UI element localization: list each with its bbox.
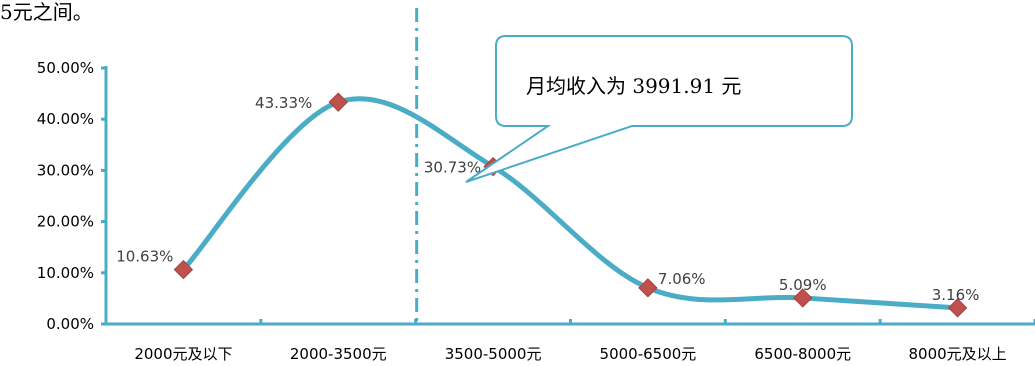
y-tick-label: 30.00% [37, 161, 94, 179]
data-point-marker [173, 259, 194, 280]
data-point-marker [947, 298, 968, 318]
x-tick-label: 2000元及以下 [134, 345, 232, 363]
data-point-marker [328, 92, 348, 112]
y-tick-label: 50.00% [37, 59, 94, 77]
data-point-marker [793, 288, 813, 308]
y-axis: 0.00% 10.00% 20.00% 30.00% 40.00% 50.00% [37, 59, 108, 333]
data-label: 30.73% [424, 159, 481, 177]
x-axis: 2000元及以下 2000-3500元 3500-5000元 5000-6500元 65… [104, 319, 1035, 363]
data-label: 3.16% [932, 286, 980, 304]
series-markers [173, 92, 968, 318]
callout: 月均收入为 3991.91 元 [465, 35, 853, 183]
y-tick-label: 40.00% [37, 110, 94, 128]
x-tick-label: 6500-8000元 [754, 345, 851, 363]
y-tick-label: 10.00% [37, 264, 94, 282]
x-tick-label: 2000-3500元 [290, 345, 387, 363]
y-tick-label: 0.00% [46, 315, 94, 333]
data-label: 10.63% [116, 248, 173, 266]
data-labels: 10.63% 43.33% 30.73% 7.06% 5.09% 3.16% [116, 94, 979, 304]
data-label: 43.33% [255, 94, 312, 112]
data-label: 5.09% [779, 276, 827, 294]
x-tick-label: 3500-5000元 [445, 345, 542, 363]
y-tick-label: 20.00% [37, 213, 94, 231]
data-point-marker [638, 278, 658, 298]
paragraph-fragment: 5元之间。 [0, 0, 93, 24]
x-tick-label: 8000元及以上 [908, 345, 1006, 363]
x-tick-label: 5000-6500元 [600, 345, 697, 363]
data-label: 7.06% [658, 270, 706, 288]
callout-text: 月均收入为 3991.91 元 [526, 74, 741, 98]
